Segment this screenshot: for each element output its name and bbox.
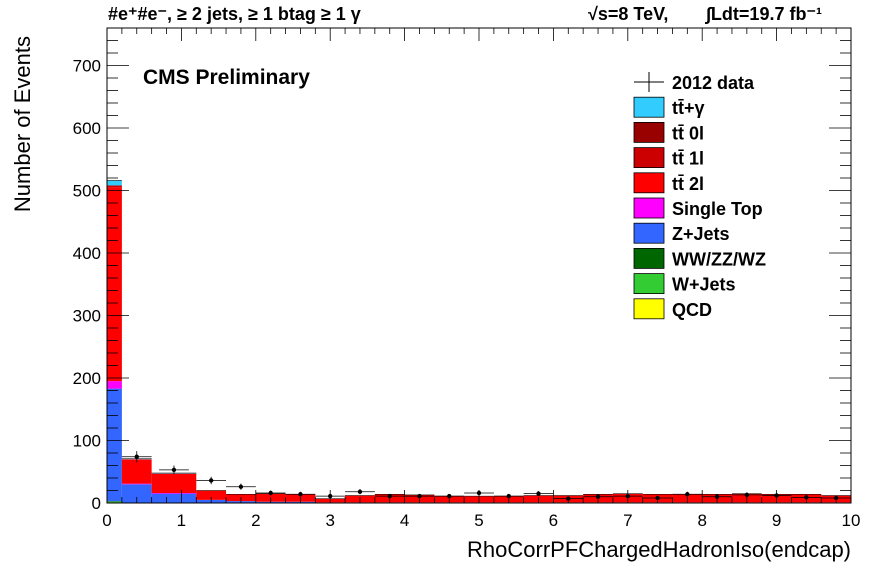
y-tick-label: 400	[73, 244, 101, 263]
histogram-bar	[151, 493, 197, 503]
y-tick-label: 500	[73, 182, 101, 201]
legend-swatch	[633, 197, 665, 219]
data-point	[417, 493, 422, 499]
data-point	[447, 493, 452, 499]
x-tick-label: 4	[400, 511, 409, 530]
y-tick-label: 600	[73, 119, 101, 138]
histogram-bar	[107, 388, 122, 502]
cms-preliminary-label: CMS Preliminary	[143, 66, 310, 89]
legend-label: 2012 data	[672, 73, 755, 93]
x-tick-label: 6	[549, 511, 558, 530]
histogram-bar	[151, 473, 197, 493]
histogram-bar	[107, 185, 122, 188]
histogram-bar	[121, 483, 152, 485]
data-point	[536, 491, 541, 496]
legend-label: Single Top	[672, 199, 763, 219]
histogram-bar	[107, 381, 122, 389]
x-axis-title: RhoCorrPFChargedHadronIso(endcap)	[467, 537, 851, 562]
legend-label: QCD	[672, 300, 712, 320]
x-tick-label: 5	[474, 511, 483, 530]
y-tick-label: 0	[92, 494, 101, 513]
legend-swatch	[633, 122, 665, 143]
legend-swatch	[633, 172, 665, 194]
legend-label: tt̄ 0l	[672, 123, 704, 143]
data-point	[208, 478, 214, 483]
legend-swatch	[633, 222, 665, 244]
x-tick-label: 10	[842, 511, 861, 530]
data-point	[595, 494, 601, 499]
data-point	[357, 489, 363, 494]
legend-label: W+Jets	[672, 275, 736, 295]
data-point	[685, 492, 690, 497]
data-point	[298, 492, 303, 497]
y-tick-label: 200	[73, 369, 101, 388]
legend-label: Z+Jets	[672, 224, 730, 244]
histogram-bar	[107, 180, 122, 186]
data-point	[268, 490, 273, 496]
histogram-bar	[196, 490, 227, 500]
legend-label: tt̄+γ	[672, 98, 705, 118]
y-tick-label: 300	[73, 307, 101, 326]
data-point	[387, 493, 392, 499]
legend-label: tt̄ 2l	[672, 174, 704, 194]
legend-swatch	[633, 273, 665, 295]
x-tick-label: 8	[697, 511, 706, 530]
data-point	[238, 484, 244, 489]
legend-label: tt̄ 1l	[672, 149, 704, 169]
y-tick-label: 700	[73, 57, 101, 76]
x-tick-label: 9	[772, 511, 781, 530]
legend-swatch	[633, 247, 665, 269]
luminosity-label: ∫Ldt=19.7 fb⁻¹	[706, 4, 822, 24]
data-point	[171, 467, 177, 473]
legend-label: WW/ZZ/WZ	[672, 249, 766, 269]
histogram-bar	[107, 501, 122, 503]
histogram-bar	[107, 187, 122, 382]
x-tick-label: 0	[102, 511, 111, 530]
histogram-bar	[121, 484, 152, 503]
data-point	[506, 493, 511, 499]
x-tick-label: 2	[251, 511, 260, 530]
histogram-bar	[121, 459, 152, 484]
histogram-bar	[151, 493, 197, 494]
selection-label: #e⁺#e⁻, ≥ 2 jets, ≥ 1 btag ≥ 1 γ	[108, 4, 361, 24]
legend-swatch	[633, 147, 665, 169]
y-axis-title: Number of Events	[10, 36, 35, 212]
data-point	[714, 494, 720, 499]
x-tick-label: 3	[325, 511, 334, 530]
data-point	[134, 454, 139, 459]
data-point	[744, 492, 750, 498]
histogram-bar	[107, 501, 122, 502]
y-tick-label: 100	[73, 432, 101, 451]
x-tick-label: 1	[177, 511, 186, 530]
legend-swatch	[633, 96, 665, 118]
x-tick-label: 7	[623, 511, 632, 530]
legend-swatch	[633, 298, 665, 320]
energy-label: √s=8 TeV,	[588, 4, 669, 24]
